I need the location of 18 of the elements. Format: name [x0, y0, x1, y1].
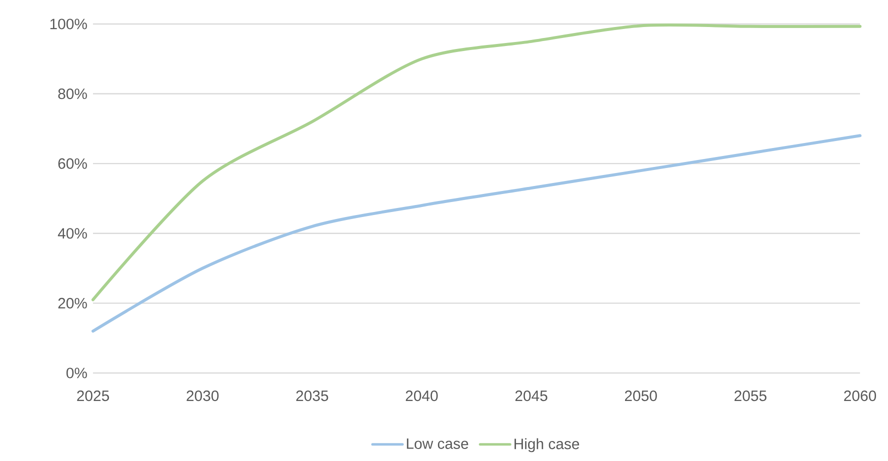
y-tick-label: 40% [58, 228, 87, 239]
y-tick-label: 0% [66, 368, 87, 378]
x-tick-label: 2040 [406, 390, 438, 402]
y-tick-label: 60% [58, 158, 87, 169]
line-series [92, 23, 862, 302]
x-tick-label: 2050 [624, 390, 657, 402]
x-tick-label: 2045 [515, 390, 548, 402]
line-series [92, 134, 862, 333]
y-tick-label: 100% [50, 18, 87, 30]
x-tick-label: 2030 [186, 390, 219, 402]
x-tick-label: 2025 [77, 390, 109, 402]
y-tick-label: 80% [58, 88, 87, 100]
x-tick-label: 2035 [296, 390, 328, 402]
x-tick-label: 2055 [734, 390, 766, 402]
x-tick-label: 2060 [844, 390, 876, 402]
legend-label: Low case [406, 438, 468, 449]
legend-label: High case [514, 438, 580, 452]
y-tick-label: 20% [58, 298, 87, 308]
